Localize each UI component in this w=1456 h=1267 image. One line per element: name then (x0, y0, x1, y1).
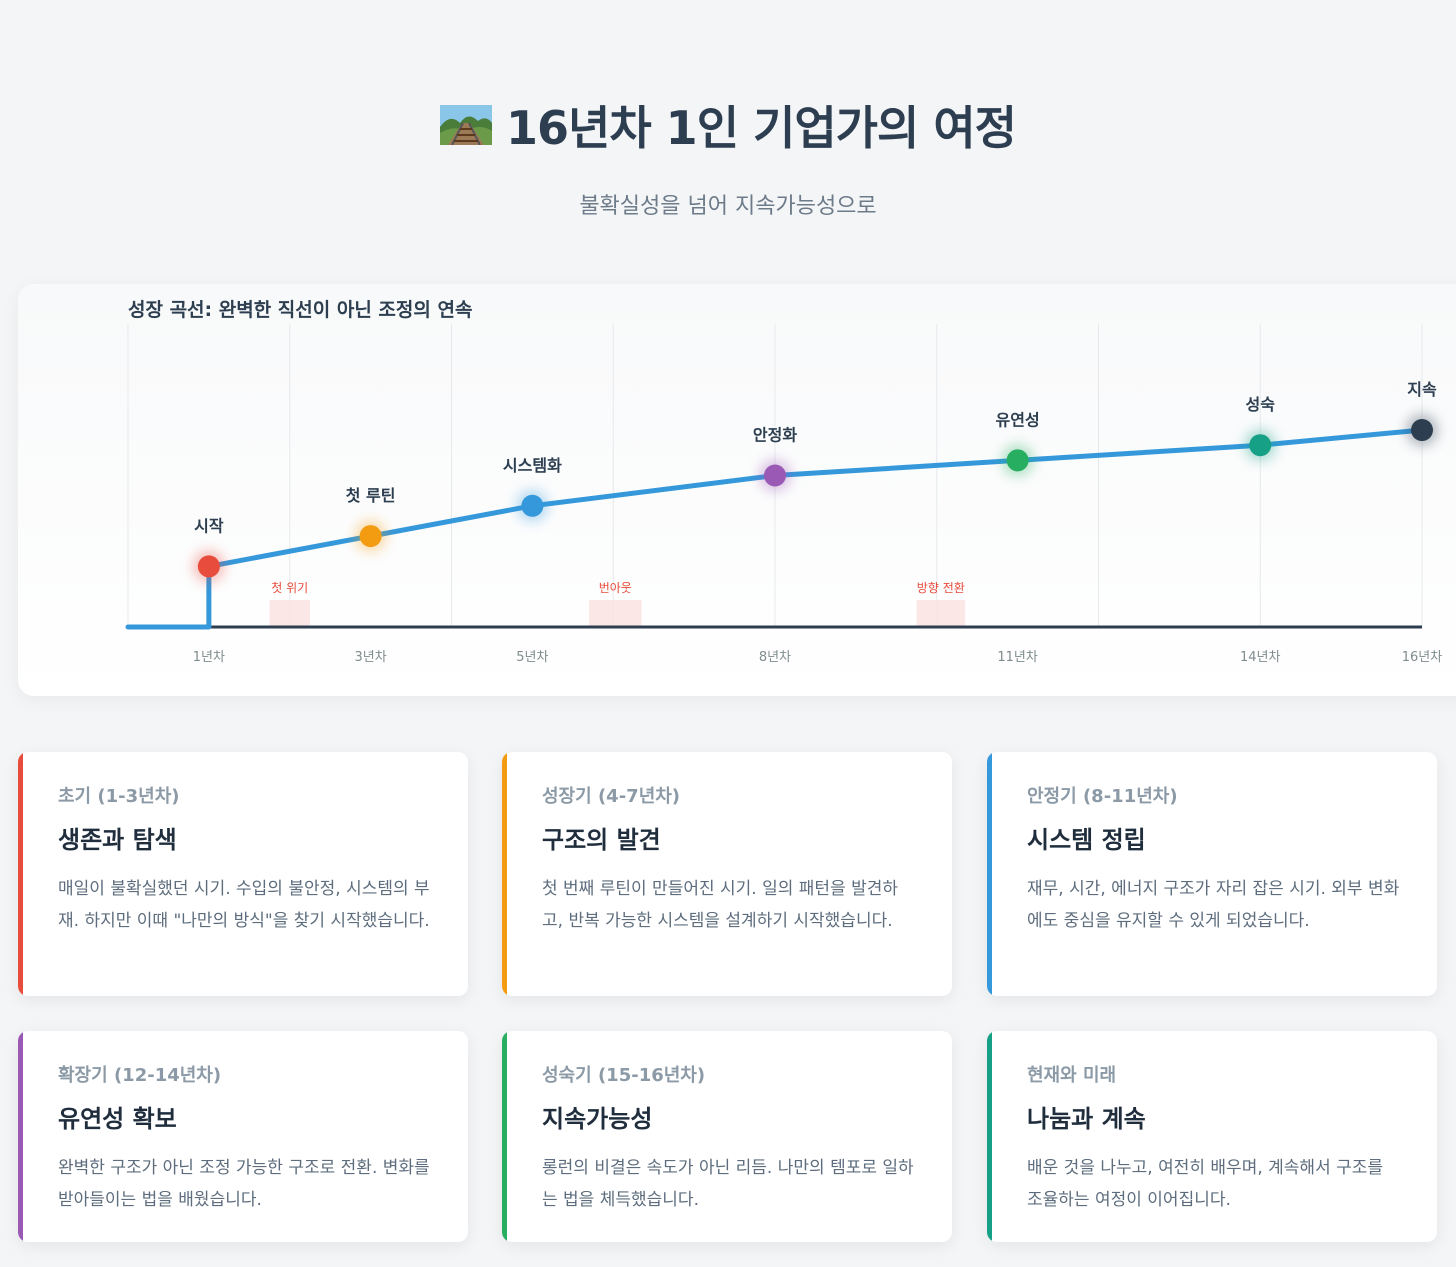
chart-x-ticks: 1년차 3년차 5년차 8년차 11년차 14년차 16년차 (193, 650, 1442, 665)
milestone-point (1411, 419, 1433, 442)
crisis-zone (269, 600, 310, 627)
card-heading: 생존과 탐색 (58, 826, 177, 854)
crisis-zone (588, 600, 642, 627)
x-tick-label: 1년차 (193, 650, 225, 665)
card-heading: 유연성 확보 (58, 1105, 177, 1133)
card-heading: 지속가능성 (542, 1105, 653, 1133)
x-tick-label: 16년차 (1402, 650, 1443, 665)
x-tick-label: 3년차 (355, 650, 387, 665)
x-tick-label: 8년차 (759, 650, 791, 665)
milestone-label: 성숙 (1246, 395, 1276, 414)
crisis-label: 방향 전환 (917, 581, 965, 595)
crisis-label: 번아웃 (599, 581, 632, 595)
card-body: 첫 번째 루틴이 만들어진 시기. 일의 패턴을 발견하고, 반복 가능한 시스… (542, 879, 899, 931)
growth-chart-panel: 성장 곡선: 완벽한 직선이 아닌 조정의 연속 첫 위기 번아웃 방향 전환 시작… (18, 284, 1456, 696)
x-tick-label: 5년차 (516, 650, 548, 665)
x-tick-label: 14년차 (1240, 650, 1281, 665)
chart-crisis-zones: 첫 위기 번아웃 방향 전환 (269, 581, 966, 627)
card-heading: 구조의 발견 (542, 826, 661, 854)
card-period: 성장기 (4-7년차) (542, 786, 681, 807)
card-body: 롱런의 비결은 속도가 아닌 리듬. 나만의 템포로 일하는 법을 체득했습니다… (542, 1158, 914, 1210)
card-heading: 나눔과 계속 (1027, 1105, 1146, 1133)
growth-chart: 성장 곡선: 완벽한 직선이 아닌 조정의 연속 첫 위기 번아웃 방향 전환 시작… (18, 284, 1456, 696)
milestone-point (521, 494, 544, 517)
card-period: 안정기 (8-11년차) (1027, 786, 1178, 807)
milestone-label: 첫 루틴 (346, 486, 396, 505)
chart-title: 성장 곡선: 완벽한 직선이 아닌 조정의 연속 (128, 299, 472, 321)
card-body: 배운 것을 나누고, 여전히 배우며, 계속해서 구조를 조율하는 여정이 이어… (1027, 1158, 1384, 1210)
card-period: 초기 (1-3년차) (58, 786, 180, 807)
crisis-zone (916, 600, 966, 627)
milestone-point (359, 525, 382, 548)
page-subtitle: 불확실성을 넘어 지속가능성으로 (579, 194, 877, 219)
crisis-label: 첫 위기 (271, 581, 308, 595)
milestone-label: 시스템화 (503, 456, 562, 475)
chart-milestones: 시작 첫 루틴 시스템화 안정화 유연성 성숙 지속 (192, 380, 1438, 583)
milestone-point (197, 555, 220, 578)
milestone-label: 지속 (1407, 380, 1437, 399)
title-text: 16년차 1인 기업가의 여정 (506, 101, 1017, 155)
page-title: 16년차 1인 기업가의 여정 (440, 92, 1017, 158)
milestone-point (764, 464, 786, 487)
milestone-label: 시작 (194, 516, 224, 535)
card-body: 매일이 불확실했던 시기. 수입의 불안정, 시스템의 부재. 하지만 이때 "… (58, 879, 430, 931)
milestone-point (1249, 434, 1272, 457)
card-period: 성숙기 (15-16년차) (542, 1065, 706, 1086)
card-period: 현재와 미래 (1027, 1065, 1117, 1086)
page-header: 16년차 1인 기업가의 여정 불확실성을 넘어 지속가능성으로 (0, 92, 1456, 220)
railway-track-icon (440, 105, 493, 145)
x-tick-label: 11년차 (997, 650, 1038, 665)
card-body: 재무, 시간, 에너지 구조가 자리 잡은 시기. 외부 변화에도 중심을 유지… (1027, 879, 1400, 931)
milestone-point (1006, 449, 1029, 472)
card-period: 확장기 (12-14년차) (58, 1065, 222, 1086)
card-heading: 시스템 정립 (1027, 826, 1146, 854)
milestone-label: 안정화 (753, 426, 797, 445)
milestone-label: 유연성 (996, 410, 1040, 429)
card-body: 완벽한 구조가 아닌 조정 가능한 구조로 전환. 변화를 받아들이는 법을 배… (58, 1158, 430, 1210)
